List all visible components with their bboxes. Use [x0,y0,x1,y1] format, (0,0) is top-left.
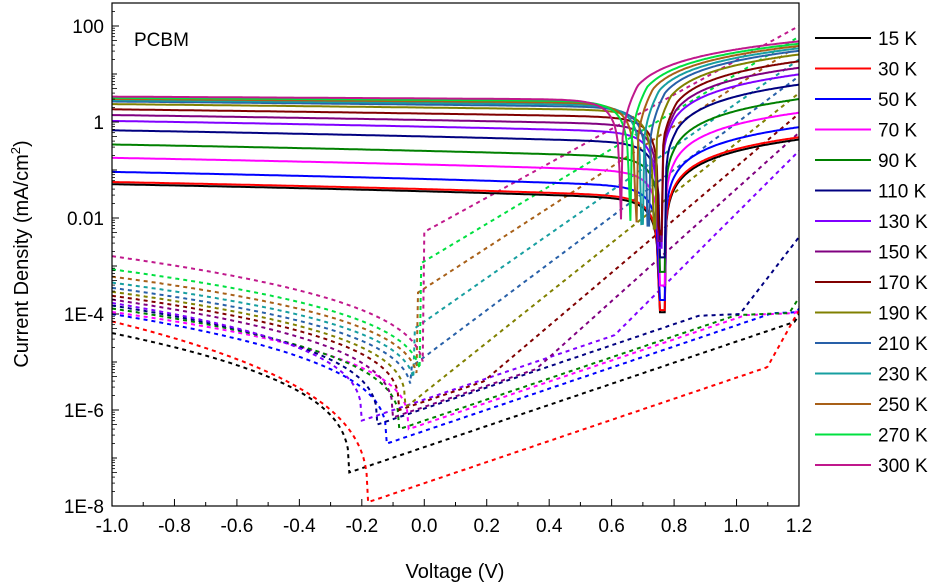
x-tick-label: 0.6 [598,516,624,537]
legend-item: 300 K [815,456,928,477]
x-tick-label: -0.8 [158,516,191,537]
dark-curve-250k [112,44,799,374]
legend-label: 300 K [878,456,928,477]
light-curve-15k [112,138,799,314]
x-tick-label: -0.6 [221,516,254,537]
legend-label: 270 K [878,426,928,447]
x-tick-label: -0.2 [345,516,378,537]
legend-item: 190 K [815,304,928,325]
y-tick-label: 1E-4 [64,305,105,326]
x-tick-label: 1.2 [786,516,812,537]
y-tick-label: 100 [72,17,104,38]
light-curve-230k [112,47,799,226]
x-axis-title: Voltage (V) [406,561,505,583]
legend-item: 230 K [815,365,928,386]
y-tick-label: 1E-6 [64,401,104,422]
light-curve-130k [112,73,799,249]
y-tick-label: 0.01 [67,209,104,230]
legend-label: 50 K [878,90,917,111]
legend-item: 270 K [815,426,928,447]
legend-label: 110 K [878,182,927,203]
legend-label: 190 K [878,304,928,325]
dark-curve-90k [112,297,799,431]
dark-curve-300k [112,25,799,362]
legend-label: 130 K [878,212,928,233]
dark-curve-190k [112,92,799,408]
x-tick-label: 0.8 [661,516,687,537]
legend-item: 170 K [815,273,928,294]
x-tick-label: 0.4 [536,516,563,537]
light-curve-50k [112,126,799,301]
y-tick-label: 1 [93,113,104,134]
legend-item: 90 K [815,151,917,172]
legend-label: 150 K [878,243,928,264]
legend-item: 110 K [815,182,927,203]
light-curve-190k [112,53,799,230]
legend-item: 30 K [815,60,917,81]
y-axis-title: Current Density (mA/cm2) [8,140,33,367]
data-curves [112,25,799,504]
light-curve-170k [112,60,799,236]
dark-curve-270k [112,35,799,369]
x-tick-label: 0.2 [474,516,500,537]
y-tick-label: 1E-8 [64,497,104,518]
legend-item: 150 K [815,243,928,264]
legend-label: 90 K [878,151,917,172]
x-tick-label: 0.0 [411,516,437,537]
legend-label: 230 K [878,365,928,386]
legend-label: 30 K [878,60,917,81]
dark-curve-30k [112,309,799,504]
legend-item: 250 K [815,395,928,416]
dark-curve-15k [112,313,799,474]
light-curve-110k [112,83,799,259]
legend-label: 210 K [878,334,928,355]
y-axis-title-end: ) [11,140,33,147]
legend-item: 70 K [815,121,917,142]
x-tick-label: -1.0 [96,516,129,537]
light-curve-30k [112,136,799,312]
dark-curve-50k [112,308,799,446]
light-curve-70k [112,111,799,287]
dark-curve-110k [112,236,799,426]
light-curve-210k [112,49,799,227]
legend-item: 50 K [815,90,917,111]
y-axis-title-main: Current Density (mA/cm [11,154,33,367]
dark-curve-170k [112,112,799,412]
legend-label: 15 K [878,29,917,50]
legend-label: 250 K [878,395,928,416]
light-curve-90k [112,98,799,273]
legend-item: 15 K [815,29,917,50]
x-tick-label: 1.0 [723,516,749,537]
y-axis-title-sup: 2 [8,147,23,154]
y-axis-ticks: 1E-8 1E-6 1E-4 0.01 1 100 [64,2,119,518]
legend-item: 130 K [815,212,928,233]
light-curve-300k [112,40,799,220]
light-curve-270k [112,42,799,221]
legend-label: 70 K [878,121,917,142]
legend-label: 170 K [878,273,928,294]
dark-curve-230k [112,58,799,378]
material-annotation: PCBM [134,30,189,51]
dark-curve-130k [112,150,799,422]
light-curve-150k [112,66,799,242]
legend-item: 210 K [815,334,928,355]
x-axis-ticks: -1.0 -0.8 -0.6 -0.4 -0.2 0.0 0.2 0.4 0.6 0.8 1.0 1.… [96,499,812,537]
plot-area: 1E-8 1E-6 1E-4 0.01 1 100 -1.0 -0.8 -0.6 -0.4 -0.… [64,2,812,537]
x-tick-label: -0.4 [283,516,316,537]
light-curve-250k [112,44,799,223]
legend: 15 K 30 K 50 K 70 K 90 K 110 K 130 K 150 K 170 K… [815,29,928,477]
